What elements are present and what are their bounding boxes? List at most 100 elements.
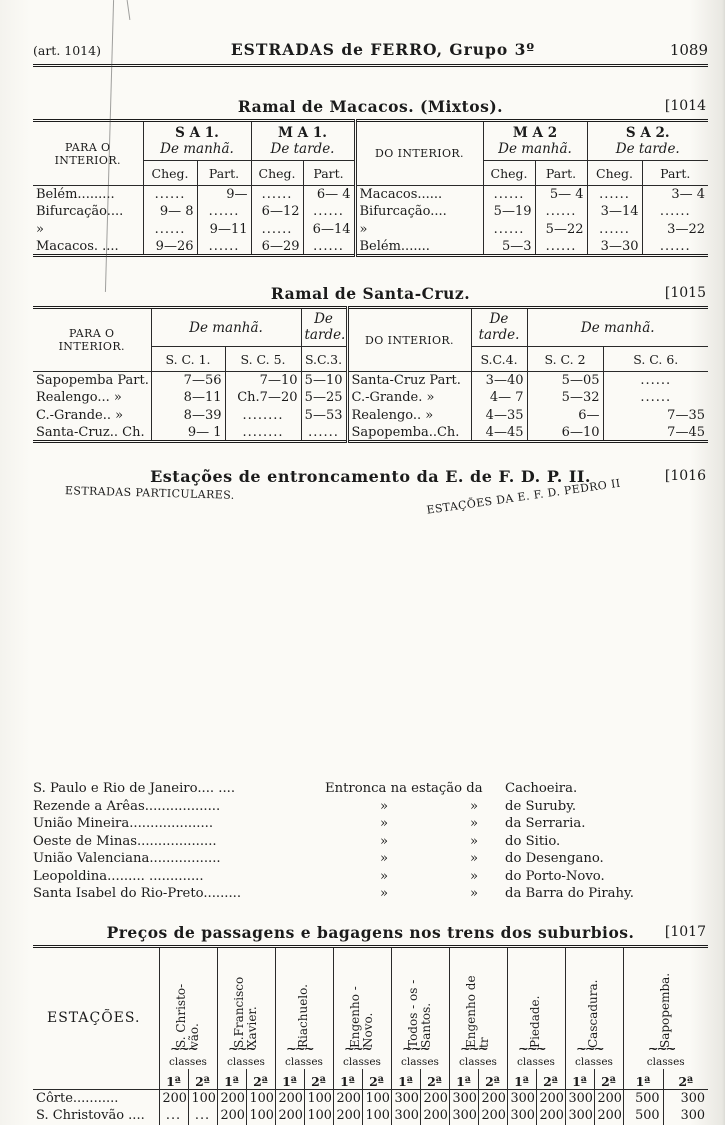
entroncamento-row: Rezende a Arêas.................. » » de Su… [33, 798, 708, 816]
entroncamento-row: Oeste de Minas................... » » do Si… [33, 833, 708, 851]
second-class-header: 2ª [420, 1069, 450, 1090]
station-cell: Santa-Cruz.. Ch. [33, 424, 152, 442]
time-cell: ...... [535, 238, 588, 256]
time-cell: 5—10 [301, 371, 348, 389]
entroncamento-subheaders: ESTRADAS PARTICULARES. ESTAÇÕES DA E. F.… [33, 477, 708, 780]
station-cell: Macacos. .... [33, 238, 144, 256]
time-cell: 7—56 [151, 371, 226, 389]
classes-label: classes [646, 1056, 685, 1068]
time-cell: 9— 1 [151, 424, 226, 442]
railroad-name: Leopoldina......... ............. [33, 868, 204, 884]
junction-station: do Sitio. [505, 833, 561, 849]
brace-squiggle [170, 1048, 206, 1056]
rotated-station-name: S. Christo-vão. [173, 983, 201, 1048]
brace-squiggle [344, 1048, 380, 1056]
fare-row: Côrte........... 200 100 200 100 200 100 200 100… [33, 1089, 708, 1107]
classes-label: classes [401, 1056, 439, 1068]
time-cell: ...... [483, 185, 536, 203]
time-cell: 5—25 [301, 389, 348, 407]
manha-group-header: De manhã. [527, 307, 708, 347]
ditto-mark: » [469, 833, 479, 849]
fare-cell: ... [159, 1107, 189, 1125]
classes-header: classes [391, 1048, 450, 1069]
fare-cell: 200 [159, 1089, 189, 1107]
train-sa2-header: S A 2. De tarde. [587, 120, 708, 161]
section-ref: [1016 [664, 468, 706, 484]
class-numbers-row: 1ª 2ª 1ª 2ª 1ª 2ª 1ª 2ª 1ª 2ª 1ª 2ª 1ª 2ª 1ª 2ª 1ª 2ª [33, 1069, 708, 1090]
timetable-row: C.-Grande.. » 8—39........ 5—53 Realengo.. … [33, 406, 708, 424]
time-cell: ...... [197, 238, 252, 256]
brace-squiggle [518, 1048, 554, 1056]
cheg-header: Cheg. [251, 160, 304, 186]
railroad-name: Rezende a Arêas.................. [33, 798, 221, 814]
ditto-mark: » [469, 816, 479, 831]
fare-cell: 200 [275, 1107, 305, 1125]
fare-cell: 300 [449, 1107, 479, 1125]
fare-cell: 500 [623, 1089, 664, 1107]
article-number: (art. 1014) [33, 43, 101, 58]
time-cell: 5—05 [527, 371, 604, 389]
ditto-mark: » [469, 868, 479, 884]
ditto-mark: » [469, 851, 479, 866]
time-cell: 6—29 [251, 238, 304, 256]
time-cell: ...... [640, 390, 672, 406]
fare-cell: 300 [565, 1089, 595, 1107]
fare-cell: 200 [478, 1089, 508, 1107]
para-o-interior-header: PARA O INTERIOR. [33, 307, 152, 372]
time-cell: ...... [143, 185, 198, 203]
entroncamento-row: Santa Isabel do Rio-Preto......... » » da B… [33, 885, 708, 903]
classes-header: classes [507, 1048, 566, 1069]
section-ref: [1014 [664, 98, 706, 114]
second-class-header: 2ª [594, 1069, 624, 1090]
fare-cell: 200 [420, 1089, 450, 1107]
rotated-station-name: Engenho de tr [463, 975, 491, 1048]
brace-squiggle [402, 1048, 438, 1056]
classes-header: classes [275, 1048, 334, 1069]
first-class-header: 1ª [449, 1069, 479, 1090]
origin-station-cell: Côrte........... [33, 1089, 160, 1107]
timetable-row: Santa-Cruz.. Ch. 9— 1.............. Sapope… [33, 424, 708, 442]
estradas-particulares-header: ESTRADAS PARTICULARES. [64, 484, 235, 502]
do-interior-header: DO INTERIOR. [353, 120, 484, 186]
railroad-name: S. Paulo e Rio de Janeiro.... .... [33, 781, 236, 796]
time-cell: ...... [659, 238, 691, 254]
fare-cell: 300 [507, 1107, 537, 1125]
fare-cell: 500 [623, 1107, 664, 1125]
fare-cell: 300 [449, 1089, 479, 1107]
timetable-row: Belém............... 9—...... 6— 4 Macacos.… [33, 185, 708, 203]
time-cell: ........ [225, 424, 302, 442]
time-cell: 4—45 [471, 424, 528, 442]
train-name: S A 1. [175, 125, 219, 141]
classes-row: classes classes classes classes classes class… [33, 1048, 708, 1069]
ditto-mark: » [379, 851, 389, 866]
section-title: Ramal de Santa-Cruz. [270, 284, 471, 303]
train-period: De manhã. [498, 141, 572, 157]
section-precos-header: Preços de passagens e bagagens nos trens… [33, 923, 708, 942]
section-title: Preços de passagens e bagagens nos trens… [106, 922, 635, 942]
rotated-station-name: Riachuelo. [296, 984, 311, 1048]
train-col-header: S. C. 2 [527, 346, 604, 372]
time-cell: ...... [301, 424, 348, 442]
santacruz-timetable: PARA O INTERIOR. De manhã. De tarde. DO … [33, 306, 708, 443]
time-cell: 7—45 [667, 424, 705, 440]
station-cell: » [353, 220, 484, 238]
fare-cell: 300 [565, 1107, 595, 1125]
first-class-header: 1ª [159, 1069, 189, 1090]
time-cell: 6—10 [527, 424, 604, 442]
part-header: Part. [535, 160, 588, 186]
rotated-station-name: S.Francisco Xavier. [231, 976, 259, 1048]
classes-label: classes [459, 1056, 497, 1068]
fare-cell: 300 [680, 1108, 705, 1124]
rotated-station-name: Piedade. [528, 995, 543, 1048]
first-class-header: 1ª [507, 1069, 537, 1090]
page-header: (art. 1014) ESTRADAS de FERRO, Grupo 3º … [33, 40, 708, 59]
time-cell: 5— 4 [535, 185, 588, 203]
fare-cell: 200 [536, 1107, 566, 1125]
classes-label: classes [285, 1056, 323, 1068]
period-label: De tarde. [304, 311, 346, 343]
time-cell: 5—19 [483, 203, 536, 221]
part-header: Part. [642, 160, 708, 186]
fare-cell: 300 [391, 1107, 421, 1125]
time-cell: 4— 7 [471, 389, 528, 407]
fare-cell: 200 [536, 1089, 566, 1107]
